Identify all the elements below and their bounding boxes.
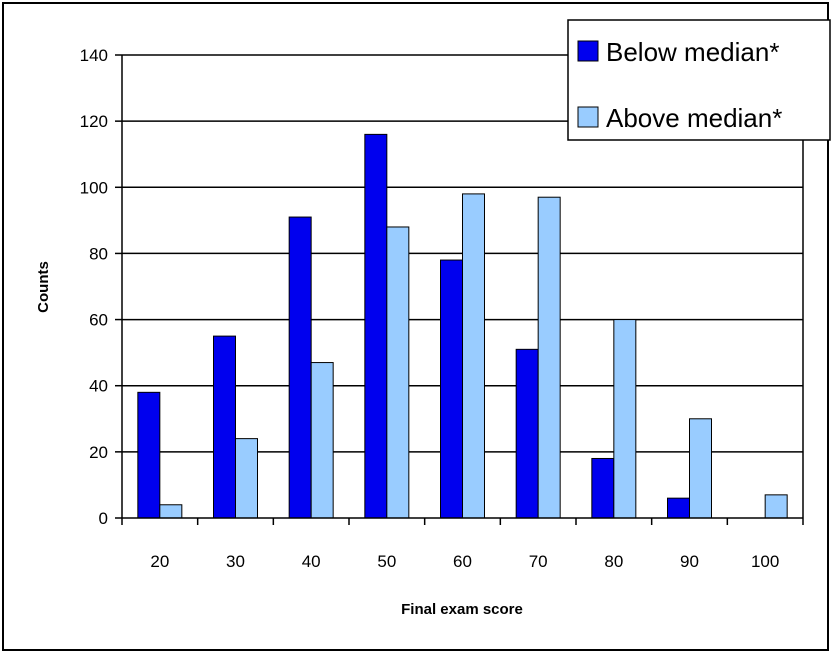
y-tick-label: 100 xyxy=(80,178,108,197)
bar-below-median xyxy=(364,133,388,519)
x-tick-label: 90 xyxy=(680,552,699,571)
bar-above-median xyxy=(386,226,410,519)
bar-below-median xyxy=(213,335,236,519)
y-tick-label: 60 xyxy=(89,311,108,330)
bar-below-median xyxy=(288,216,312,519)
x-tick-label: 40 xyxy=(302,552,321,571)
y-tick-label: 20 xyxy=(89,443,108,462)
bar-above-median xyxy=(159,504,183,519)
bar-below-median xyxy=(667,497,690,519)
bar-above-median xyxy=(537,196,561,519)
legend-label-above-median: Above median* xyxy=(606,103,782,133)
bar-above-median xyxy=(764,494,788,519)
x-tick-label: 50 xyxy=(377,552,396,571)
bar-below-median xyxy=(440,259,463,519)
y-tick-label: 40 xyxy=(89,377,108,396)
legend-label-below-median: Below median* xyxy=(606,37,779,67)
x-tick-label: 70 xyxy=(529,552,548,571)
bar-above-median xyxy=(613,319,637,519)
bar-below-median xyxy=(137,391,161,519)
y-tick-labels: 0 20 40 60 80 100 120 140 xyxy=(80,46,122,528)
bar-above-median xyxy=(310,362,334,519)
bar-below-median xyxy=(591,457,615,519)
x-tick-labels: 20 30 40 50 60 70 80 90 100 xyxy=(121,518,804,571)
legend-box xyxy=(567,19,831,141)
x-tick-label: 60 xyxy=(453,552,472,571)
x-tick-label: 30 xyxy=(226,552,245,571)
legend-swatch-above-median xyxy=(577,106,599,128)
y-axis-title: Counts xyxy=(35,261,52,313)
bar-above-median xyxy=(689,418,712,519)
y-tick-label: 140 xyxy=(80,46,108,65)
legend: Below median* Above median* xyxy=(567,19,831,141)
x-tick-label: 80 xyxy=(604,552,623,571)
bar-above-median xyxy=(235,438,258,519)
y-tick-label: 80 xyxy=(89,244,108,263)
y-tick-label: 120 xyxy=(80,112,108,131)
x-tick-label: 20 xyxy=(150,552,169,571)
x-axis-title: Final exam score xyxy=(401,601,523,618)
bar-above-median xyxy=(462,193,485,519)
bars xyxy=(137,133,788,519)
y-tick-label: 0 xyxy=(99,509,108,528)
bar-below-median xyxy=(515,348,539,519)
x-tick-label: 100 xyxy=(751,552,779,571)
legend-swatch-below-median xyxy=(577,40,599,62)
